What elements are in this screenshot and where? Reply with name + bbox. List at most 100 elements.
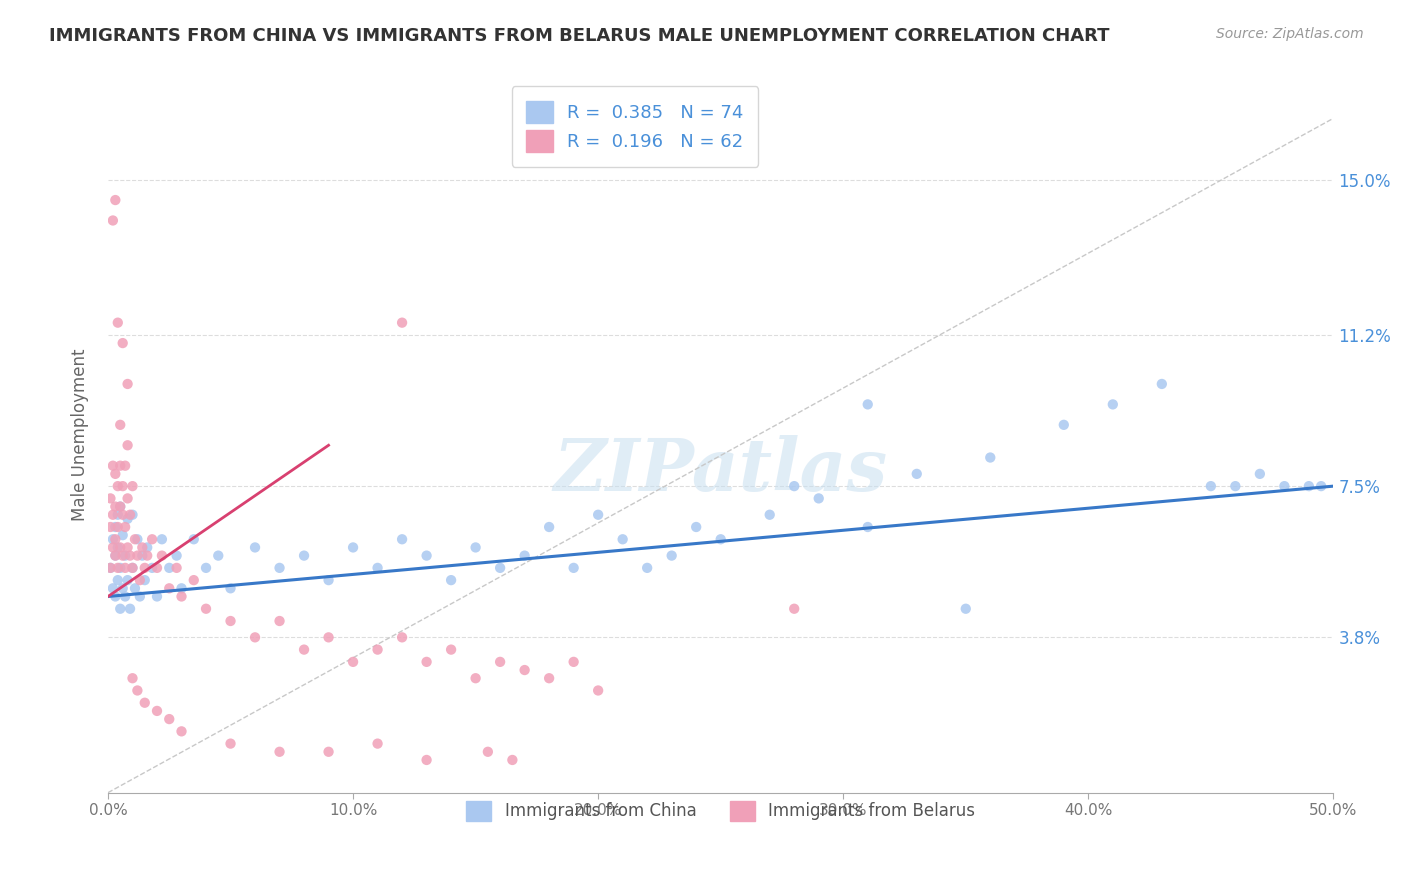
Point <box>100 520 122 534</box>
Point <box>101 533 124 547</box>
Point <box>489 561 512 575</box>
Text: Source: ZipAtlas.com: Source: ZipAtlas.com <box>1216 27 1364 41</box>
Point <box>219 582 242 596</box>
Point <box>127 683 149 698</box>
Point <box>367 561 389 575</box>
Point <box>243 541 266 555</box>
Point <box>101 582 124 596</box>
Point <box>136 541 159 555</box>
Point <box>856 397 879 411</box>
Point <box>415 655 437 669</box>
Point <box>342 655 364 669</box>
Point <box>269 745 291 759</box>
Point <box>207 549 229 563</box>
Point <box>661 549 683 563</box>
Point <box>100 491 122 506</box>
Point <box>104 549 127 563</box>
Point <box>100 561 122 575</box>
Point <box>157 712 180 726</box>
Point <box>562 561 585 575</box>
Point <box>391 631 413 645</box>
Point <box>107 316 129 330</box>
Point <box>464 541 486 555</box>
Point <box>101 458 124 473</box>
Point <box>586 508 609 522</box>
Point <box>114 549 136 563</box>
Point <box>157 582 180 596</box>
Legend: Immigrants from China, Immigrants from Belarus: Immigrants from China, Immigrants from B… <box>453 788 988 834</box>
Point <box>114 520 136 534</box>
Point <box>955 601 977 615</box>
Point <box>100 561 122 575</box>
Point <box>391 533 413 547</box>
Point <box>183 573 205 587</box>
Point <box>538 671 561 685</box>
Point <box>110 541 132 555</box>
Point <box>783 601 806 615</box>
Point <box>513 549 536 563</box>
Point <box>243 631 266 645</box>
Point <box>101 508 124 522</box>
Point <box>104 467 127 481</box>
Point <box>269 561 291 575</box>
Point <box>107 541 129 555</box>
Point <box>104 533 127 547</box>
Point <box>391 316 413 330</box>
Point <box>170 724 193 739</box>
Point <box>117 491 139 506</box>
Point <box>121 671 143 685</box>
Point <box>134 696 156 710</box>
Point <box>415 753 437 767</box>
Point <box>477 745 499 759</box>
Point <box>110 458 132 473</box>
Point <box>562 655 585 669</box>
Point <box>134 573 156 587</box>
Point <box>195 561 218 575</box>
Point <box>107 479 129 493</box>
Point <box>183 533 205 547</box>
Point <box>104 520 127 534</box>
Point <box>166 561 188 575</box>
Point <box>710 533 733 547</box>
Point <box>136 549 159 563</box>
Point <box>758 508 780 522</box>
Point <box>104 193 127 207</box>
Point <box>146 590 169 604</box>
Point <box>807 491 830 506</box>
Point <box>117 438 139 452</box>
Point <box>489 655 512 669</box>
Point <box>150 533 173 547</box>
Point <box>783 479 806 493</box>
Point <box>856 520 879 534</box>
Point <box>111 528 134 542</box>
Point <box>501 753 523 767</box>
Point <box>1101 397 1123 411</box>
Point <box>131 541 153 555</box>
Point <box>114 561 136 575</box>
Point <box>104 500 127 514</box>
Point <box>141 561 163 575</box>
Point <box>219 614 242 628</box>
Point <box>367 642 389 657</box>
Point <box>117 512 139 526</box>
Point <box>685 520 707 534</box>
Point <box>127 533 149 547</box>
Point <box>464 671 486 685</box>
Point <box>111 549 134 563</box>
Point <box>440 573 463 587</box>
Point <box>150 549 173 563</box>
Point <box>111 582 134 596</box>
Point <box>1298 479 1320 493</box>
Point <box>117 376 139 391</box>
Point <box>110 561 132 575</box>
Point <box>110 601 132 615</box>
Point <box>128 573 150 587</box>
Point <box>118 549 141 563</box>
Point <box>440 642 463 657</box>
Point <box>292 642 315 657</box>
Point <box>111 479 134 493</box>
Point <box>415 549 437 563</box>
Text: IMMIGRANTS FROM CHINA VS IMMIGRANTS FROM BELARUS MALE UNEMPLOYMENT CORRELATION C: IMMIGRANTS FROM CHINA VS IMMIGRANTS FROM… <box>49 27 1109 45</box>
Point <box>110 500 132 514</box>
Point <box>117 573 139 587</box>
